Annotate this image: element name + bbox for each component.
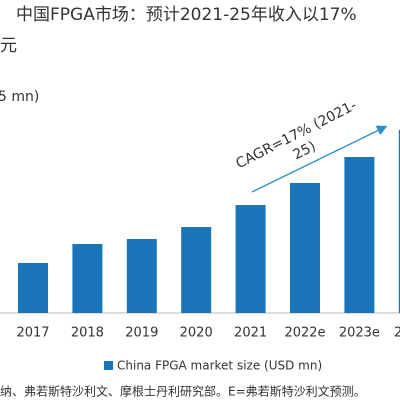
- x-tick-label: 2: [394, 326, 400, 341]
- legend-swatch: [104, 361, 113, 370]
- bar: [18, 263, 48, 313]
- bar: [72, 244, 103, 313]
- legend-label: China FPGA market size (USD mn): [117, 359, 322, 373]
- bar: [235, 205, 266, 313]
- source-note: 纳、弗若斯特沙利文、摩根士丹利研究部。E=弗若斯特沙利文预测。: [0, 384, 366, 399]
- x-tick-label: 2017: [16, 326, 49, 341]
- x-tick-label: 2023e: [339, 326, 380, 341]
- x-tick-label: 2021: [234, 326, 267, 341]
- chart-title: 中国FPGA市场：预计2021-25年收入以17%: [16, 5, 357, 25]
- x-tick-label: 2019: [125, 326, 158, 341]
- bar: [126, 239, 157, 313]
- bar: [344, 157, 375, 313]
- bar: [290, 183, 320, 313]
- y-axis-label: 5 mn): [0, 89, 39, 105]
- trend-arrow: [251, 125, 388, 193]
- x-tick-label: 2018: [71, 326, 104, 341]
- x-tick-label: 2022e: [284, 326, 325, 341]
- x-tick-label: 2020: [180, 326, 213, 341]
- bar: [181, 227, 212, 313]
- bar: [398, 130, 400, 313]
- chart-title: 元: [0, 36, 17, 56]
